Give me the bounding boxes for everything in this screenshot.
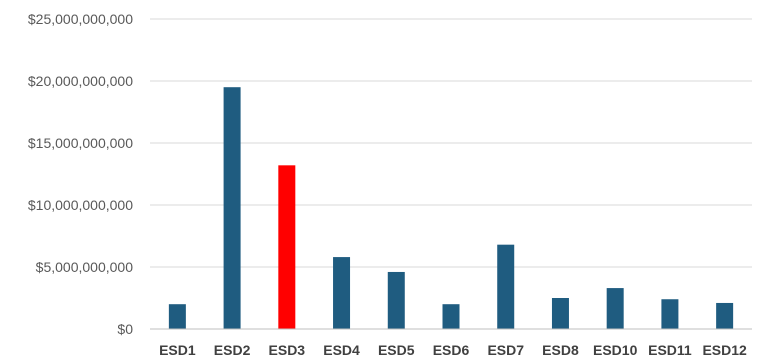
x-category-label: ESD5 [378,342,415,358]
x-category-label: ESD4 [323,342,360,358]
bar-esd2 [223,87,241,329]
bar-esd6 [442,304,460,329]
gridlines [150,18,752,268]
bar-esd3 [278,165,296,329]
bar-esd7 [497,244,515,329]
bar-esd4 [333,257,351,329]
x-category-label: ESD7 [487,342,524,358]
y-axis-tick-labels: $0 $5,000,000,000 $10,000,000,000 $15,000,0… [28,11,133,337]
x-category-label: ESD10 [593,342,638,358]
y-tick-label: $10,000,000,000 [28,197,133,213]
y-tick-label: $15,000,000,000 [28,135,133,151]
x-category-label: ESD6 [433,342,470,358]
y-tick-label: $0 [117,321,133,337]
x-category-label: ESD2 [214,342,251,358]
bar-esd10 [606,288,624,329]
bars [168,87,734,329]
bar-esd12 [716,302,734,329]
x-category-label: ESD8 [542,342,579,358]
x-category-label: ESD12 [702,342,747,358]
x-axis-category-labels: ESD1 ESD2 ESD3 ESD4 ESD5 ESD6 ESD7 ESD8 ESD10 ESD… [159,342,747,358]
x-category-label: ESD11 [648,342,692,358]
bar-esd1 [168,304,186,329]
bar-esd5 [387,271,405,329]
y-tick-label: $25,000,000,000 [28,11,133,27]
x-category-label: ESD1 [159,342,196,358]
y-tick-label: $5,000,000,000 [36,259,134,275]
bar-esd11 [661,299,679,329]
x-category-label: ESD3 [269,342,306,358]
bar-esd8 [551,298,569,329]
y-tick-label: $20,000,000,000 [28,73,133,89]
